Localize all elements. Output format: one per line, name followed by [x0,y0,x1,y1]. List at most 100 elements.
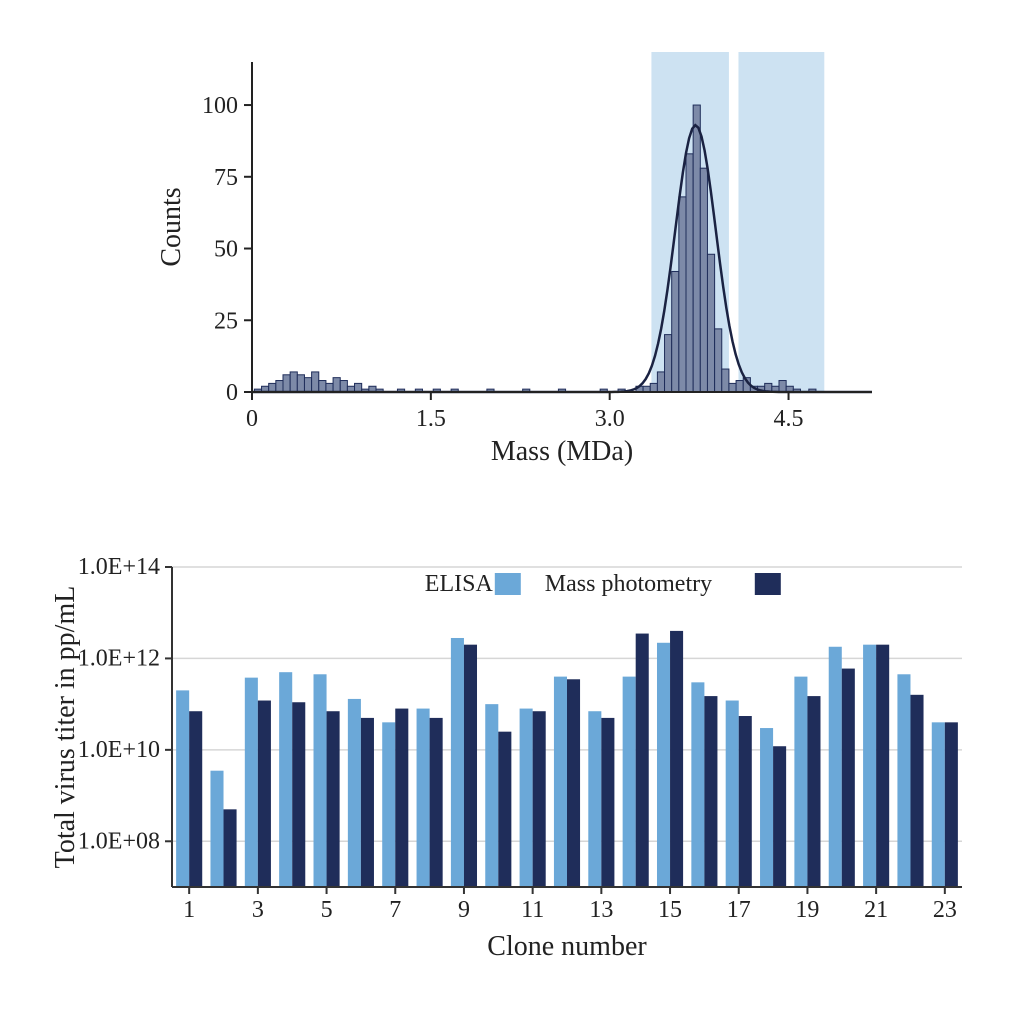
histogram-bar [686,154,693,392]
histogram-bar [297,375,304,392]
bar-massphotometry [876,645,889,887]
x-tick-label: 4.5 [774,406,804,432]
x-tick-label: 5 [321,897,333,923]
x-axis-label: Mass (MDa) [491,436,633,467]
bar-massphotometry [773,746,786,887]
y-tick-label: 75 [214,165,238,191]
bar-elisa [863,645,876,887]
bar-massphotometry [842,669,855,887]
bar-elisa [829,647,842,887]
y-tick-label: 50 [214,237,238,263]
bar-massphotometry [739,716,752,887]
y-tick-label: 1.0E+12 [78,645,160,671]
bar-massphotometry [189,711,202,887]
histogram-bar [722,369,729,392]
bar-elisa [245,678,258,887]
bar-elisa [932,722,945,887]
bar-elisa [451,638,464,887]
x-tick-label: 3 [252,897,264,923]
bar-massphotometry [910,695,923,887]
barchart-svg: 1.0E+081.0E+101.0E+121.0E+14135791113151… [42,537,982,967]
x-tick-label: 3.0 [595,406,625,432]
histogram-bar [269,383,276,392]
x-tick-label: 7 [389,897,401,923]
bar-elisa [588,711,601,887]
histogram-bar [729,383,736,392]
bar-elisa [691,682,704,887]
legend-label-elisa: ELISA [425,571,494,597]
bar-elisa [520,709,533,887]
bar-elisa [417,709,430,887]
histogram-bar [736,381,743,392]
x-tick-label: 21 [864,897,888,923]
x-tick-label: 19 [795,897,819,923]
bar-massphotometry [258,701,271,887]
bar-elisa [897,674,910,887]
bar-massphotometry [567,679,580,887]
bar-massphotometry [430,718,443,887]
bar-elisa [554,677,567,887]
histogram-bar [304,378,311,392]
bar-massphotometry [533,711,546,887]
y-tick-label: 0 [226,380,238,406]
histogram-bar [679,197,686,392]
bar-elisa [485,704,498,887]
legend-label-mp: Mass photometry [545,571,712,597]
histogram-bar [693,105,700,392]
histogram-bar [276,381,283,392]
histogram-bar [333,378,340,392]
histogram-bar [326,383,333,392]
histogram-bar [283,375,290,392]
histogram-bar [312,372,319,392]
bar-elisa [726,701,739,887]
histogram-bar [290,372,297,392]
bar-elisa [348,699,361,887]
y-tick-label: 1.0E+14 [78,554,160,580]
histogram-bar [650,383,657,392]
histogram-bar [319,381,326,392]
x-tick-label: 23 [933,897,957,923]
y-axis-label: Total virus titer in pp/mL [50,586,81,869]
bar-elisa [623,677,636,887]
bar-elisa [382,722,395,887]
bar-massphotometry [704,696,717,887]
legend-swatch-mp [755,573,781,595]
x-tick-label: 0 [246,406,258,432]
x-tick-label: 15 [658,897,682,923]
histogram-bar [715,329,722,392]
x-tick-label: 11 [521,897,544,923]
y-tick-label: 100 [202,93,238,119]
x-axis-label: Clone number [487,931,647,962]
y-tick-label: 25 [214,308,238,334]
bar-elisa [794,677,807,887]
mass-histogram-chart: 0 1.5 3.0 4.5 0 25 50 75 100 Mass (MDa) Counts [132,52,892,477]
bar-massphotometry [395,709,408,887]
bar-massphotometry [327,711,340,887]
bar-massphotometry [601,718,614,887]
x-tick-label: 9 [458,897,470,923]
histogram-bar [665,335,672,392]
bar-elisa [657,643,670,887]
bar-elisa [314,674,327,887]
bar-elisa [210,771,223,887]
y-axis-label: Counts [156,187,187,266]
bar-elisa [760,728,773,887]
histogram-bar [707,254,714,392]
bar-massphotometry [636,634,649,887]
highlight-band [738,52,824,392]
bar-massphotometry [945,722,958,887]
histogram-bar [340,381,347,392]
legend-swatch-elisa [495,573,521,595]
x-tick-label: 17 [727,897,751,923]
bar-massphotometry [807,696,820,887]
x-tick-label: 13 [589,897,613,923]
x-tick-label: 1 [183,897,195,923]
histogram-bar [700,168,707,392]
histogram-svg: 0 1.5 3.0 4.5 0 25 50 75 100 Mass (MDa) Counts [132,52,892,472]
bar-massphotometry [224,809,237,887]
bar-massphotometry [670,631,683,887]
bar-massphotometry [498,732,511,887]
y-tick-label: 1.0E+08 [78,828,160,854]
x-tick-label: 1.5 [416,406,446,432]
histogram-bar [355,383,362,392]
